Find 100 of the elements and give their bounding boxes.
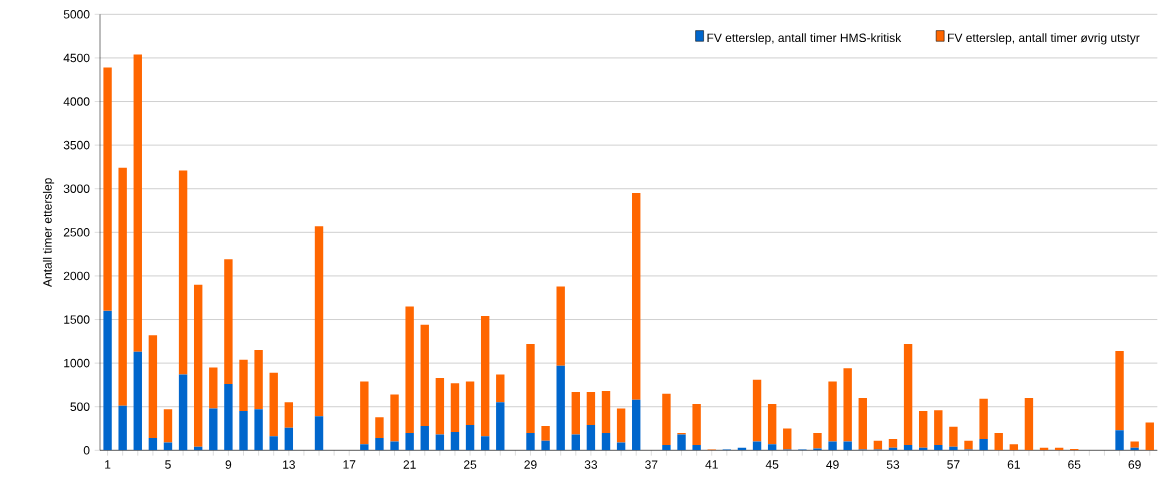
bar [450, 383, 460, 433]
bar [284, 427, 294, 451]
bar [1115, 350, 1124, 431]
bar [541, 440, 550, 451]
bar [571, 391, 580, 435]
bar [994, 432, 1003, 451]
bar [888, 438, 898, 448]
x-tick-label: 41 [705, 460, 718, 469]
bar [556, 365, 565, 451]
bar [224, 259, 233, 385]
bar [828, 381, 837, 442]
bar [1115, 430, 1124, 451]
bar [435, 434, 445, 451]
bar [360, 444, 369, 451]
bar [616, 442, 626, 451]
bar [828, 441, 837, 451]
bar [586, 425, 596, 451]
bar [979, 438, 988, 451]
bar [586, 391, 596, 426]
bar [178, 374, 188, 451]
x-tick-label: 61 [1007, 460, 1020, 469]
bar [934, 445, 943, 451]
bar [239, 411, 248, 451]
bar [632, 399, 641, 451]
bar [919, 411, 928, 448]
bar [903, 343, 913, 446]
x-tick-label: 53 [886, 460, 900, 469]
x-tick-label: 57 [947, 460, 960, 469]
x-tick-label: 37 [645, 460, 658, 469]
bar [783, 428, 792, 450]
bar [360, 381, 369, 445]
y-tick-label: 500 [70, 402, 90, 411]
legend-label: FV etterslep, antall timer HMS-kritisk [707, 33, 902, 45]
bar [269, 436, 278, 451]
x-tick-label: 33 [584, 460, 598, 469]
y-tick-label: 4500 [63, 53, 90, 63]
bar [375, 417, 384, 439]
bar [163, 442, 173, 451]
y-tick-label: 2000 [63, 271, 90, 281]
bar [526, 432, 535, 451]
x-tick-label: 5 [165, 460, 171, 469]
bar [979, 398, 988, 439]
bar [118, 405, 127, 451]
bar [284, 402, 294, 428]
bar [148, 438, 158, 451]
bar [662, 445, 671, 451]
bar [843, 368, 852, 442]
x-tick-label: 29 [524, 460, 537, 469]
bar [405, 306, 414, 433]
bar [450, 432, 460, 451]
bar [314, 416, 324, 451]
bar [239, 359, 248, 412]
bar [752, 379, 762, 442]
bar [148, 335, 158, 439]
bar [949, 426, 958, 447]
bar [133, 54, 142, 352]
bar [209, 408, 218, 451]
x-tick-label: 21 [403, 460, 416, 469]
bar [858, 398, 867, 450]
bar [465, 425, 475, 451]
bar [224, 384, 233, 451]
y-tick-label: 3500 [63, 140, 90, 150]
bar [465, 381, 475, 426]
bar [118, 167, 127, 406]
bar [541, 425, 550, 441]
bar [420, 324, 429, 426]
bar [375, 438, 384, 451]
bar [405, 432, 414, 451]
bar [103, 310, 112, 451]
bar [390, 441, 399, 451]
bar [662, 393, 671, 446]
bar [571, 434, 580, 451]
bar [677, 434, 686, 451]
y-tick-label: 3000 [63, 184, 90, 193]
legend-label: FV etterslep, antall timer øvrig utstyr [948, 33, 1140, 45]
bar [1009, 444, 1019, 451]
x-tick-label: 65 [1068, 460, 1081, 469]
bar [556, 286, 565, 366]
bar [163, 409, 173, 443]
bar [193, 284, 203, 447]
y-axis-title: Antall timer etterslep [42, 178, 55, 287]
x-tick-label: 45 [765, 460, 779, 469]
x-tick-label: 49 [826, 460, 839, 469]
x-tick-label: 25 [464, 460, 477, 469]
bar [843, 441, 852, 451]
y-tick-label: 2500 [63, 228, 90, 237]
bar [692, 404, 701, 446]
bar [435, 377, 445, 435]
bar [767, 404, 777, 445]
bar [903, 445, 913, 451]
bar [496, 402, 505, 451]
x-tick-label: 69 [1128, 460, 1141, 469]
bar [254, 409, 263, 451]
y-tick-label: 1500 [64, 315, 90, 324]
bar [390, 394, 399, 442]
bar [934, 410, 943, 446]
bar [601, 391, 611, 433]
y-tick-label: 1000 [64, 358, 90, 368]
bar [103, 67, 112, 311]
bar [767, 444, 777, 451]
